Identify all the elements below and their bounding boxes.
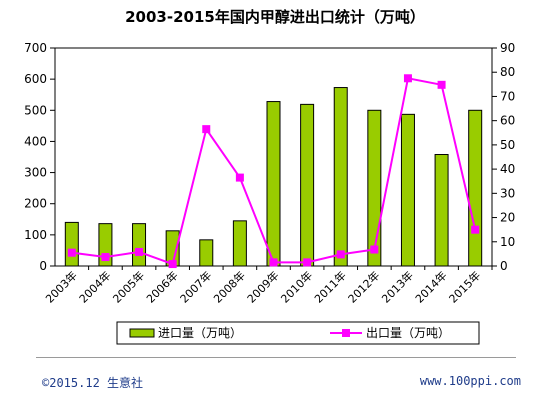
export-point (403, 74, 412, 83)
right-axis-tick-label: 10 (500, 235, 515, 249)
export-point (67, 248, 76, 257)
export-point (471, 225, 480, 234)
left-axis-tick-label: 600 (24, 72, 47, 86)
chart-title: 2003-2015年国内甲醇进出口统计（万吨） (125, 8, 425, 26)
right-axis-tick-label: 50 (500, 138, 515, 152)
export-point (437, 80, 446, 89)
x-axis-tick-label: 2008年 (211, 268, 248, 305)
export-point (303, 258, 312, 267)
x-axis-tick-label: 2011年 (311, 268, 348, 305)
right-axis-tick-label: 60 (500, 114, 515, 128)
left-axis-tick-label: 200 (24, 197, 47, 211)
left-axis-tick-label: 400 (24, 134, 47, 148)
right-axis-tick-label: 90 (500, 41, 515, 55)
export-point (370, 245, 379, 254)
left-axis-tick-label: 100 (24, 228, 47, 242)
right-axis-tick-label: 40 (500, 162, 515, 176)
import-bar (199, 239, 214, 267)
import-bar (132, 223, 147, 267)
x-axis-tick-label: 2014年 (412, 268, 449, 305)
import-bar (367, 109, 382, 267)
left-axis: 0 100 200 300 400 500 600 700 (24, 41, 55, 273)
x-axis-tick-label: 2012年 (345, 268, 382, 305)
left-axis-tick-label: 300 (24, 166, 47, 180)
export-point (269, 258, 278, 267)
export-point (202, 125, 211, 134)
x-axis-tick-label: 2003年 (42, 268, 79, 305)
import-bar (232, 220, 247, 267)
x-axis-labels: 2003年2004年2005年2006年2007年2008年2009年2010年… (42, 266, 493, 306)
left-axis-tick-label: 700 (24, 41, 47, 55)
x-axis-tick-label: 2015年 (446, 268, 483, 305)
left-axis-tick-label: 500 (24, 103, 47, 117)
export-point (168, 260, 177, 269)
right-axis-tick-label: 80 (500, 65, 515, 79)
right-axis-tick-label: 20 (500, 211, 515, 225)
right-axis-tick-label: 70 (500, 89, 515, 103)
x-axis-tick-label: 2006年 (143, 268, 180, 305)
legend-box (116, 321, 480, 345)
import-bar (266, 101, 281, 267)
legend-import-swatch (129, 328, 155, 338)
legend-export-label: 出口量（万吨） (366, 326, 450, 340)
import-bar (434, 154, 449, 267)
legend: 进口量（万吨） 出口量（万吨） (116, 321, 480, 345)
footer-divider (36, 357, 516, 358)
export-point (235, 173, 244, 182)
export-point (336, 250, 345, 259)
right-axis-tick-label: 30 (500, 186, 515, 200)
x-axis-tick-label: 2013年 (379, 268, 416, 305)
import-bar (468, 109, 483, 267)
import-bar (400, 113, 415, 267)
right-axis-tick-label: 0 (500, 259, 508, 273)
legend-export-marker (342, 329, 350, 337)
x-axis-tick-label: 2005年 (110, 268, 147, 305)
right-axis: 0 10 20 30 40 50 60 70 80 90 (492, 41, 515, 273)
import-bar (300, 103, 315, 267)
footer-copyright: ©2015.12 生意社 (42, 376, 144, 390)
x-axis-tick-label: 2004年 (76, 268, 113, 305)
export-line (67, 74, 480, 269)
import-bar (64, 221, 79, 267)
left-axis-tick-label: 0 (39, 259, 47, 273)
import-bar (333, 87, 348, 267)
x-axis-tick-label: 2010年 (278, 268, 315, 305)
footer-website-link[interactable]: www.100ppi.com (419, 374, 521, 388)
import-bars (64, 87, 483, 267)
x-axis-tick-label: 2009年 (244, 268, 281, 305)
legend-import-label: 进口量（万吨） (158, 326, 242, 340)
export-point (135, 247, 144, 256)
x-axis-tick-label: 2007年 (177, 268, 214, 305)
export-point (101, 253, 110, 262)
